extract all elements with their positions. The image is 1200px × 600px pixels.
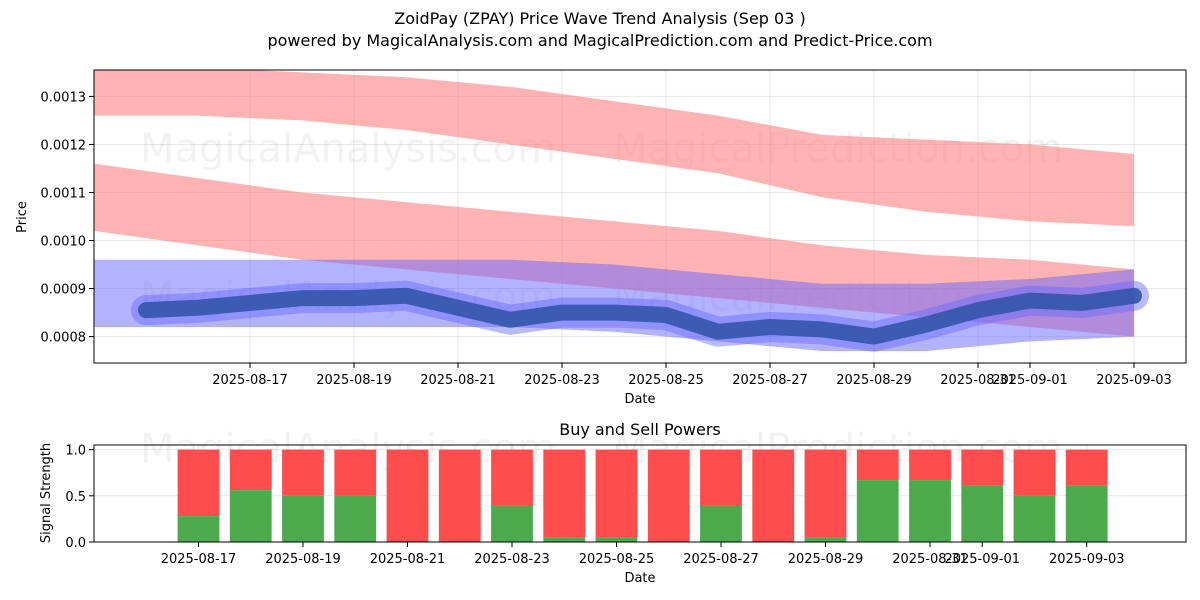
price-y-tick-label: 0.0010 [41,235,87,250]
buy-bar [543,537,586,542]
sell-bar [804,449,847,538]
power-y-tick-label: 1.0 [65,444,86,459]
sell-bar [386,449,429,542]
sell-bar [961,449,1004,486]
price-chart: MagicalAnalysis.com MagicalPrediction.co… [15,69,1187,407]
sell-bar [282,449,324,496]
price-y-tick-label: 0.0011 [41,186,87,201]
power-x-tick-label: 2025-08-17 [161,552,237,567]
power-x-tick-label: 2025-09-03 [1049,552,1125,567]
power-x-tick-label: 2025-09-01 [944,552,1020,567]
sell-bar [1013,449,1056,496]
sell-bar [491,449,533,506]
power-x-ticks: 2025-08-17 2025-08-19 2025-08-21 2025-08-23… [161,542,1125,567]
sell-bar [438,449,481,542]
sell-bar [752,449,795,542]
price-x-tick-label: 2025-08-27 [732,373,808,388]
title-block: ZoidPay (ZPAY) Price Wave Trend Analysis… [0,8,1200,52]
power-y-tick-label: 0.5 [65,490,86,505]
buy-bar [961,485,1004,542]
buy-bar [909,480,951,542]
power-chart: Buy and Sell Powers MagicalAnalysis.com … [39,420,1187,586]
sell-bar [595,449,638,538]
sell-bar [700,449,742,506]
sell-bar [856,449,899,481]
buy-bar [282,495,324,542]
price-x-tick-label: 2025-08-21 [420,373,496,388]
price-y-tick-label: 0.0013 [41,90,87,105]
price-y-tick-label: 0.0008 [41,331,87,346]
power-x-tick-label: 2025-08-23 [474,552,550,567]
price-line [138,287,1142,345]
power-x-tick-label: 2025-08-27 [683,552,759,567]
sell-bar [177,449,220,517]
band-upper-red [94,70,1134,227]
sell-bar [543,449,586,538]
price-x-label: Date [624,392,655,407]
sell-bar [229,449,272,491]
sell-bar [909,449,951,481]
power-x-label: Date [624,571,655,586]
price-x-tick-label: 2025-08-17 [212,373,288,388]
price-x-tick-label: 2025-08-23 [524,373,600,388]
buy-bar [491,505,533,542]
chart-title: ZoidPay (ZPAY) Price Wave Trend Analysis… [394,9,806,28]
power-x-tick-label: 2025-08-29 [788,552,864,567]
buy-bar [1013,495,1056,542]
power-y-tick-label: 0.0 [65,536,86,551]
price-x-tick-label: 2025-09-03 [1096,373,1172,388]
price-x-tick-label: 2025-08-29 [836,373,912,388]
buy-bar [804,537,847,542]
sell-bar [1065,449,1108,486]
price-x-ticks: 2025-08-17 2025-08-19 2025-08-21 2025-08-23… [212,363,1172,388]
power-bars [177,449,1108,542]
buy-bar [334,495,377,542]
power-plot-frame [93,444,1187,543]
power-x-tick-label: 2025-08-19 [265,552,341,567]
buy-bar [177,516,220,542]
sell-bar [334,449,377,496]
buy-bar [595,537,638,542]
buy-bar [700,505,742,542]
power-y-label: Signal Strength [39,443,54,543]
price-x-tick-label: 2025-08-19 [316,373,392,388]
price-y-ticks: 0.0008 0.0009 0.0010 0.0011 0.0012 0.0013 [41,90,94,346]
price-series [94,70,1149,352]
price-y-tick-label: 0.0009 [41,283,87,298]
buy-bar [1065,485,1108,542]
price-y-label: Price [15,201,30,233]
sell-bar [647,449,690,542]
price-x-tick-label: 2025-08-25 [628,373,704,388]
chart-subtitle: powered by MagicalAnalysis.com and Magic… [267,31,933,50]
power-x-tick-label: 2025-08-31 [892,552,968,567]
power-y-ticks: 0.0 0.5 1.0 [65,444,94,551]
price-plot-frame [93,69,1187,364]
price-x-tick-label: 2025-08-31 [940,373,1016,388]
power-chart-title: Buy and Sell Powers [559,420,721,439]
power-x-tick-label: 2025-08-21 [370,552,446,567]
price-x-tick-label: 2025-09-01 [992,373,1068,388]
buy-bar [229,490,272,542]
price-y-tick-label: 0.0012 [41,138,87,153]
power-x-tick-label: 2025-08-25 [579,552,655,567]
buy-bar [856,480,899,542]
